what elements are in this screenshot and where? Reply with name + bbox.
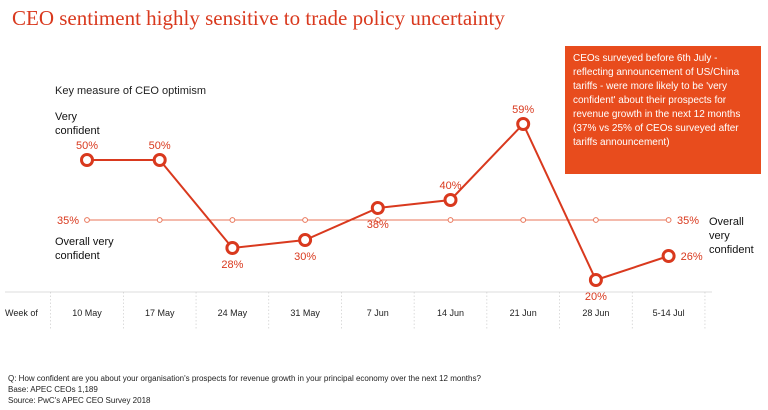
data-label: 38%: [367, 219, 389, 231]
data-point: [516, 117, 531, 131]
data-label: 26%: [681, 251, 703, 263]
x-tick-label: 5-14 Jul: [653, 308, 685, 318]
footnote-question: Q: How confident are you about your orga…: [8, 374, 481, 383]
data-point: [661, 249, 676, 263]
data-label: 40%: [439, 180, 461, 192]
chart-subtitle: Key measure of CEO optimism: [55, 85, 206, 97]
data-point: [225, 241, 240, 255]
x-tick-label: 28 Jun: [582, 308, 609, 318]
data-label: 30%: [294, 251, 316, 263]
very-confident-label: Very confident: [55, 111, 100, 137]
x-axis-prefix: Week of: [5, 308, 38, 318]
overall-very-confident-right-label: Overall very confident: [709, 216, 754, 256]
footnote-source: Source: PwC's APEC CEO Survey 2018: [8, 396, 151, 405]
reference-point: [520, 217, 527, 223]
data-point: [298, 233, 313, 247]
reference-point: [229, 217, 236, 223]
x-tick-label: 17 May: [145, 308, 175, 318]
data-label: 59%: [512, 104, 534, 116]
x-tick-label: 10 May: [72, 308, 102, 318]
reference-label-left: 35%: [57, 215, 79, 227]
data-label: 20%: [585, 291, 607, 303]
x-tick-label: 14 Jun: [437, 308, 464, 318]
data-point: [80, 153, 94, 167]
x-tick-label: 21 Jun: [510, 308, 537, 318]
reference-point: [447, 217, 454, 223]
data-label: 28%: [221, 259, 243, 271]
reference-point: [374, 217, 381, 223]
reference-point: [665, 217, 672, 223]
reference-point: [593, 217, 599, 223]
data-point: [370, 201, 385, 215]
data-point: [152, 153, 167, 167]
reference-point: [84, 217, 90, 223]
reference-point: [156, 217, 163, 223]
x-tick-label: 31 May: [290, 308, 320, 318]
footnote-base: Base: APEC CEOs 1,189: [8, 385, 98, 394]
reference-point: [302, 217, 309, 223]
reference-label-right: 35%: [677, 215, 699, 227]
data-label: 50%: [149, 140, 171, 152]
chart-title: CEO sentiment highly sensitive to trade …: [12, 6, 505, 30]
callout-box: CEOs surveyed before 6th July - reflecti…: [565, 46, 761, 174]
x-tick-label: 7 Jun: [367, 308, 389, 318]
data-label: 50%: [76, 140, 98, 152]
x-tick-label: 24 May: [218, 308, 248, 318]
data-point: [588, 273, 603, 287]
overall-very-confident-label: Overall very confident: [55, 236, 114, 262]
data-point: [443, 193, 458, 207]
